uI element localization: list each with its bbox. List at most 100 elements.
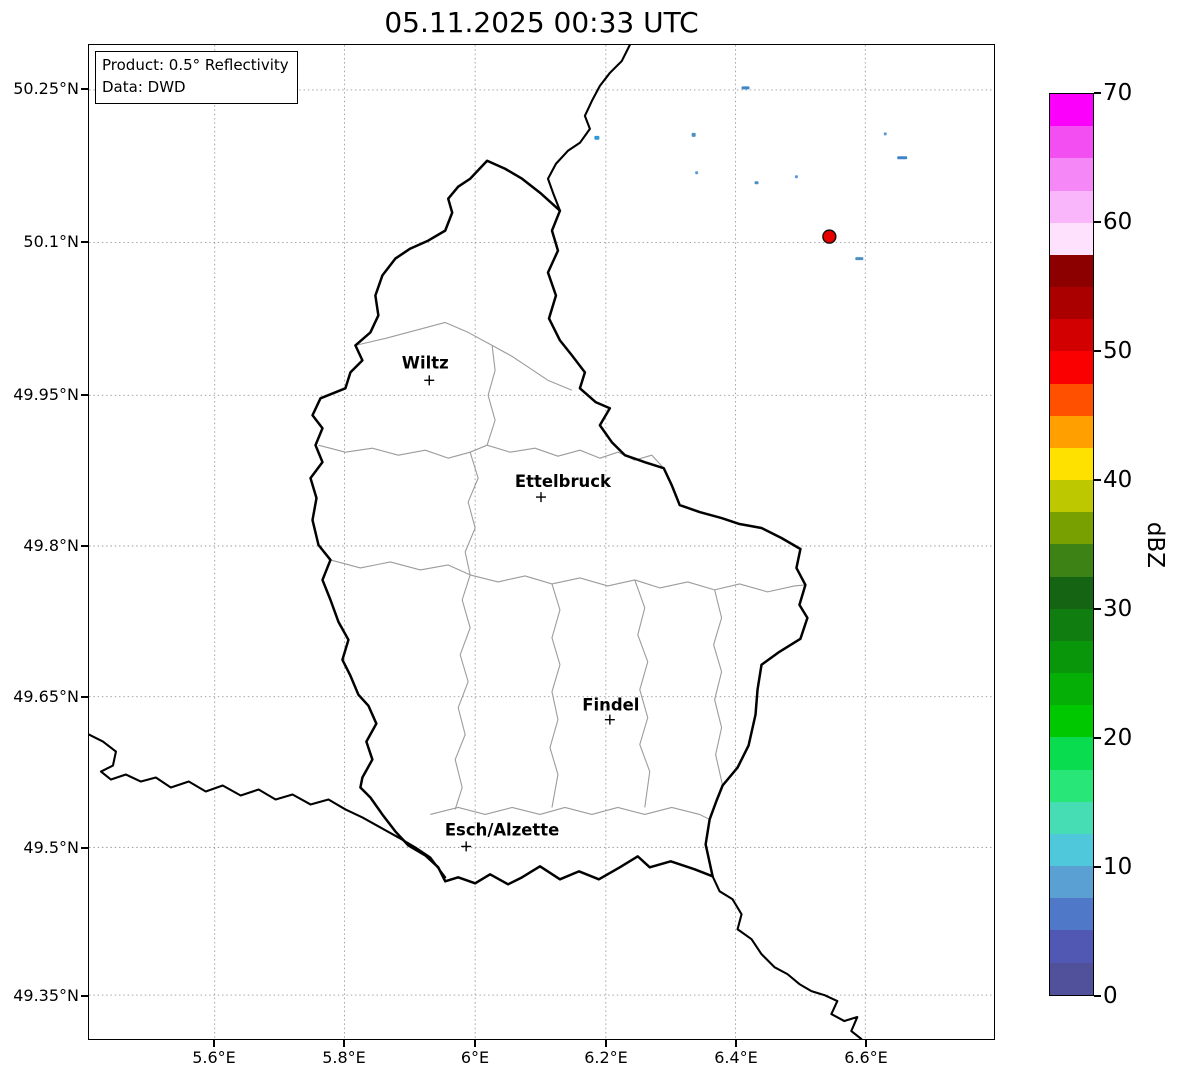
colorbar-segment	[1050, 705, 1093, 738]
x-axis-tick-label: 6.6°E	[844, 1048, 888, 1067]
radar-echo	[691, 132, 696, 137]
y-axis-tick-mark	[81, 995, 88, 997]
city-plus-marker	[536, 492, 546, 503]
x-axis-tick-mark	[213, 1040, 215, 1047]
y-axis-tick-label: 49.8°N	[23, 536, 79, 555]
colorbar-segment	[1050, 158, 1093, 191]
colorbar-segment	[1050, 640, 1093, 674]
colorbar-segment	[1050, 480, 1093, 513]
france-belgium-border	[89, 733, 447, 879]
x-axis-tick-label: 6°E	[460, 1048, 490, 1067]
x-axis-tick-mark	[474, 1040, 476, 1047]
y-axis-tick-label: 49.95°N	[13, 385, 79, 404]
radar-echo	[754, 181, 759, 185]
colorbar-tick-label: 20	[1103, 725, 1133, 751]
colorbar-segment	[1050, 898, 1093, 931]
colorbar-segment	[1050, 930, 1093, 963]
radar-echo	[594, 135, 600, 140]
colorbar-tick-label: 30	[1103, 596, 1133, 622]
radar-echo	[883, 132, 887, 136]
y-axis-tick-mark	[81, 847, 88, 849]
colorbar-segment	[1050, 126, 1093, 159]
y-axis-tick-label: 50.25°N	[13, 79, 79, 98]
x-axis-tick-mark	[343, 1040, 345, 1047]
colorbar-tick-label: 0	[1103, 983, 1118, 1009]
city-plus-marker	[604, 714, 615, 725]
radar-echoes	[594, 86, 908, 261]
colorbar-segment	[1050, 447, 1093, 481]
colorbar	[1049, 93, 1094, 996]
luxembourg-border	[309, 159, 809, 886]
colorbar-segment	[1050, 94, 1093, 127]
city-label: Ettelbruck	[515, 472, 612, 491]
radar-echo	[794, 175, 798, 179]
radar-site-layer	[822, 229, 837, 244]
y-axis-tick-mark	[81, 394, 88, 396]
city-label: Findel	[582, 696, 639, 715]
product-label: Product: 0.5° Reflectivity	[102, 56, 289, 74]
radar-site-marker	[822, 229, 837, 244]
x-axis-tick-mark	[735, 1040, 737, 1047]
x-axis-tick-label: 5.8°E	[322, 1048, 366, 1067]
colorbar-tick-label: 60	[1103, 209, 1133, 235]
colorbar-tick-mark	[1094, 608, 1101, 610]
colorbar-segment	[1050, 833, 1093, 867]
colorbar-segment	[1050, 576, 1093, 609]
y-axis-tick-label: 49.35°N	[13, 986, 79, 1005]
city-markers: Wiltz Ettelbruck Findel Esch/Alzette	[402, 353, 639, 852]
product-info-box: Product: 0.5° Reflectivity Data: DWD	[95, 51, 298, 104]
colorbar-segment	[1050, 866, 1093, 899]
colorbar-tick-label: 70	[1103, 80, 1133, 106]
map-canvas: Wiltz Ettelbruck Findel Esch/Alzette	[89, 45, 994, 1039]
y-axis-tick-label: 50.1°N	[23, 232, 79, 251]
y-axis-tick-mark	[81, 545, 88, 547]
radar-echo	[897, 156, 908, 160]
belgium-germany-border	[546, 45, 631, 212]
x-axis-tick-label: 6.2°E	[584, 1048, 628, 1067]
colorbar-segment	[1050, 319, 1093, 352]
y-axis-tick-mark	[81, 88, 88, 90]
figure-title: 05.11.2025 00:33 UTC	[384, 6, 699, 39]
colorbar-tick-mark	[1094, 92, 1101, 94]
colorbar-tick-label: 50	[1103, 338, 1133, 364]
colorbar-tick-mark	[1094, 866, 1101, 868]
colorbar-segment	[1050, 351, 1093, 384]
colorbar-segment	[1050, 383, 1093, 416]
colorbar-segment	[1050, 190, 1093, 223]
colorbar-tick-label: 40	[1103, 467, 1133, 493]
x-axis-tick-label: 5.6°E	[192, 1048, 236, 1067]
colorbar-tick-mark	[1094, 479, 1101, 481]
data-source-label: Data: DWD	[102, 77, 186, 96]
colorbar-tick-mark	[1094, 350, 1101, 352]
colorbar-tick-label: 10	[1103, 854, 1133, 880]
france-germany-border	[711, 875, 863, 1039]
radar-echo	[741, 86, 750, 90]
colorbar-segment	[1050, 673, 1093, 706]
y-axis-tick-mark	[81, 696, 88, 698]
neighbor-country-borders	[89, 45, 863, 1039]
colorbar-segment	[1050, 415, 1093, 448]
colorbar-axis-label: dBZ	[1142, 521, 1168, 569]
colorbar-segment	[1050, 737, 1093, 770]
colorbar-segment	[1050, 512, 1093, 545]
colorbar-segment	[1050, 769, 1093, 802]
canton-borders	[318, 321, 806, 820]
colorbar-tick-mark	[1094, 737, 1101, 739]
colorbar-segment	[1050, 287, 1093, 320]
colorbar-segment	[1050, 962, 1093, 995]
colorbar-segment	[1050, 254, 1093, 288]
y-axis-tick-label: 49.65°N	[13, 687, 79, 706]
city-plus-marker	[461, 841, 472, 852]
colorbar-segment	[1050, 608, 1093, 641]
x-axis-tick-mark	[865, 1040, 867, 1047]
colorbar-tick-mark	[1094, 995, 1101, 997]
city-label: Esch/Alzette	[445, 820, 560, 839]
x-axis-tick-label: 6.4°E	[714, 1048, 758, 1067]
colorbar-tick-mark	[1094, 221, 1101, 223]
city-plus-marker	[424, 375, 435, 386]
colorbar-segment	[1050, 544, 1093, 577]
city-label: Wiltz	[402, 353, 449, 372]
colorbar-segment	[1050, 801, 1093, 834]
map-plot: Wiltz Ettelbruck Findel Esch/Alzette Produc…	[88, 44, 995, 1040]
radar-echo	[855, 257, 864, 261]
